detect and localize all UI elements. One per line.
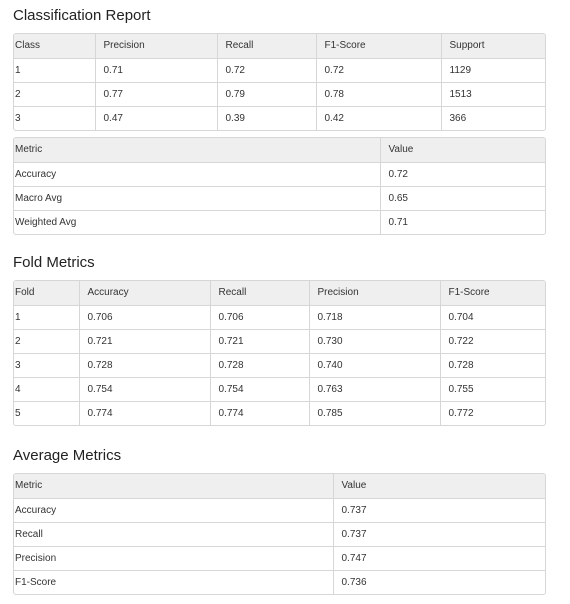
table-row: 3 0.728 0.728 0.740 0.728 <box>14 353 545 378</box>
table-cell: F1-Score <box>14 570 334 594</box>
table-row: 4 0.754 0.754 0.763 0.755 <box>14 377 545 402</box>
column-header: F1-Score <box>316 34 442 59</box>
table-cell: 0.721 <box>79 329 211 354</box>
table-cell: 1 <box>14 305 80 330</box>
table-cell: 0.704 <box>440 305 545 330</box>
table-cell: 1129 <box>441 58 545 83</box>
table-cell: 0.39 <box>217 106 317 130</box>
table-cell: 0.754 <box>79 377 211 402</box>
table-cell: 4 <box>14 377 80 402</box>
table-cell: Precision <box>14 546 334 571</box>
table-cell: 0.774 <box>210 401 310 425</box>
table-cell: 0.706 <box>210 305 310 330</box>
table-cell: 0.71 <box>388 216 408 228</box>
column-header: Value <box>333 474 545 499</box>
table-header-row: Metric Value <box>14 138 545 163</box>
table-cell: 5 <box>14 401 80 425</box>
table-row: Precision 0.747 <box>14 546 545 571</box>
table-cell: 0.772 <box>448 407 474 419</box>
column-header: Value <box>380 138 545 163</box>
column-header: Metric <box>14 138 381 163</box>
classification-report-title: Classification Report <box>13 7 151 24</box>
column-header: Accuracy <box>79 281 211 306</box>
table-cell: 0.754 <box>210 377 310 402</box>
average-metrics-title: Average Metrics <box>13 447 122 464</box>
column-header: Recall <box>210 281 310 306</box>
table-cell: 0.755 <box>440 377 545 402</box>
table-cell: 1513 <box>441 82 545 107</box>
column-header: Class <box>14 34 96 59</box>
table-cell: Accuracy <box>14 162 381 187</box>
column-header: Precision <box>309 281 441 306</box>
table-cell: 2 <box>14 82 96 107</box>
table-cell: 0.774 <box>79 401 211 425</box>
table-row: 3 0.47 0.39 0.42 366 <box>14 106 545 130</box>
table-cell: 0.47 <box>95 106 218 130</box>
column-header: Recall <box>217 34 317 59</box>
table-cell: Macro Avg <box>14 186 381 211</box>
table-cell: 0.72 <box>316 58 442 83</box>
column-header: Fold <box>14 281 80 306</box>
table-cell: Recall <box>14 522 334 547</box>
table-cell: 0.72 <box>380 162 545 187</box>
column-header: F1-Score <box>440 281 545 306</box>
table-cell: 0.65 <box>380 186 545 211</box>
table-cell: 0.747 <box>333 546 545 571</box>
table-cell: 1 <box>14 58 96 83</box>
table-header-row: Class Precision Recall F1-Score Support <box>14 34 545 59</box>
table-row: Accuracy 0.737 <box>14 498 545 523</box>
table-cell: 0.736 <box>341 576 367 588</box>
table-cell: 0.730 <box>309 329 441 354</box>
table-row: 5 0.774 0.774 0.785 0.772 <box>14 401 545 425</box>
average-metrics-table: Metric Value Accuracy 0.737 Recall 0.737… <box>13 473 546 595</box>
table-cell: 0.728 <box>210 353 310 378</box>
table-cell: 0.71 <box>95 58 218 83</box>
table-cell: 2 <box>14 329 80 354</box>
table-row: 1 0.71 0.72 0.72 1129 <box>14 58 545 83</box>
table-header-row: Fold Accuracy Recall Precision F1-Score <box>14 281 545 306</box>
table-header-row: Metric Value <box>14 474 545 499</box>
table-cell: 0.721 <box>210 329 310 354</box>
fold-metrics-title: Fold Metrics <box>13 254 95 271</box>
table-cell: 0.763 <box>309 377 441 402</box>
table-cell: 3 <box>14 106 96 130</box>
table-cell: 0.728 <box>440 353 545 378</box>
table-cell: 0.728 <box>79 353 211 378</box>
table-cell: 366 <box>449 112 467 124</box>
table-row: Recall 0.737 <box>14 522 545 547</box>
table-row: Weighted Avg 0.71 <box>14 210 545 234</box>
table-cell: 0.72 <box>217 58 317 83</box>
table-cell: 0.722 <box>440 329 545 354</box>
table-row: 2 0.721 0.721 0.730 0.722 <box>14 329 545 354</box>
table-cell: Weighted Avg <box>14 210 381 234</box>
column-header: Metric <box>14 474 334 499</box>
table-row: 1 0.706 0.706 0.718 0.704 <box>14 305 545 330</box>
table-cell: 0.718 <box>309 305 441 330</box>
table-cell: 0.737 <box>333 522 545 547</box>
table-cell: 0.740 <box>309 353 441 378</box>
table-cell: Accuracy <box>14 498 334 523</box>
table-row: 2 0.77 0.79 0.78 1513 <box>14 82 545 107</box>
classification-summary-table: Metric Value Accuracy 0.72 Macro Avg 0.6… <box>13 137 546 235</box>
table-cell: 0.78 <box>316 82 442 107</box>
table-cell: 0.737 <box>333 498 545 523</box>
table-cell: 3 <box>14 353 80 378</box>
column-header: Support <box>441 34 545 59</box>
column-header: Precision <box>95 34 218 59</box>
classification-report-table: Class Precision Recall F1-Score Support … <box>13 33 546 131</box>
table-row: F1-Score 0.736 <box>14 570 545 594</box>
table-cell: 0.42 <box>316 106 442 130</box>
table-row: Accuracy 0.72 <box>14 162 545 187</box>
table-cell: 0.77 <box>95 82 218 107</box>
table-cell: 0.79 <box>217 82 317 107</box>
table-row: Macro Avg 0.65 <box>14 186 545 211</box>
table-cell: 0.706 <box>79 305 211 330</box>
fold-metrics-table: Fold Accuracy Recall Precision F1-Score … <box>13 280 546 426</box>
table-cell: 0.785 <box>309 401 441 425</box>
